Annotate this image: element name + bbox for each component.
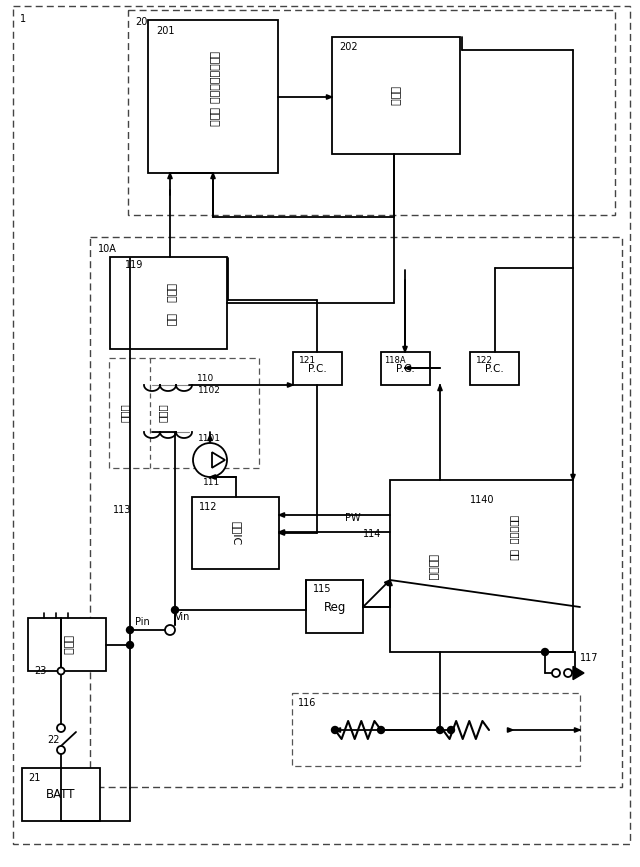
Polygon shape (279, 512, 285, 518)
Circle shape (564, 669, 572, 677)
Text: Pin: Pin (135, 617, 150, 627)
Circle shape (378, 727, 385, 733)
Text: BATT: BATT (46, 788, 76, 801)
Text: 115: 115 (313, 584, 332, 594)
Polygon shape (403, 347, 407, 352)
Circle shape (127, 627, 134, 634)
Text: Vin: Vin (175, 612, 190, 622)
Bar (470, 352, 519, 385)
Text: 110: 110 (197, 374, 214, 382)
Text: 122: 122 (476, 356, 493, 365)
Bar (293, 352, 342, 385)
Circle shape (332, 727, 339, 733)
Polygon shape (279, 530, 285, 534)
Text: Reg: Reg (324, 601, 346, 614)
Polygon shape (168, 173, 172, 179)
Text: 23: 23 (35, 666, 47, 676)
Text: 116: 116 (298, 698, 316, 708)
Polygon shape (385, 580, 390, 585)
Text: PW: PW (345, 513, 360, 523)
Bar (381, 352, 430, 385)
Circle shape (552, 669, 560, 677)
Polygon shape (438, 385, 442, 390)
Circle shape (57, 724, 65, 732)
Polygon shape (208, 435, 212, 440)
Text: P.C.: P.C. (396, 364, 414, 374)
Circle shape (172, 607, 179, 614)
Text: 回路: 回路 (165, 313, 175, 327)
Polygon shape (575, 727, 580, 733)
Text: 112: 112 (199, 502, 218, 512)
Text: 202: 202 (339, 42, 358, 52)
Text: 1: 1 (20, 14, 26, 24)
Text: 1140: 1140 (470, 495, 495, 505)
Text: モリ: モリ (509, 549, 519, 561)
Text: 二次側: 二次側 (165, 283, 175, 303)
Bar (332, 37, 460, 154)
Text: 実行部: 実行部 (208, 107, 218, 127)
Circle shape (127, 642, 134, 649)
Text: 表示部: 表示部 (389, 86, 399, 106)
Polygon shape (573, 667, 584, 680)
Bar (28, 618, 106, 671)
Bar (110, 257, 227, 349)
Text: マイコン: マイコン (427, 554, 437, 580)
Polygon shape (335, 727, 340, 733)
Text: 制御IC: 制御IC (231, 521, 241, 545)
Bar (90, 237, 622, 787)
Polygon shape (211, 173, 215, 179)
Text: 21: 21 (28, 773, 40, 783)
Bar (292, 693, 580, 766)
Text: 不揮発性メ: 不揮発性メ (509, 515, 519, 544)
Text: 118A: 118A (384, 356, 406, 365)
Text: アプリケーション: アプリケーション (208, 50, 218, 103)
Text: 一次側: 一次側 (120, 404, 130, 422)
Bar (109, 358, 259, 468)
Text: 1101: 1101 (198, 434, 221, 442)
Polygon shape (279, 531, 285, 535)
Polygon shape (326, 95, 332, 99)
Text: 二次側: 二次側 (158, 404, 168, 422)
Text: 117: 117 (580, 653, 598, 663)
Text: 分圧器: 分圧器 (62, 635, 72, 655)
Bar (466, 490, 565, 570)
Text: P.C.: P.C. (484, 364, 504, 374)
Bar (306, 580, 363, 633)
Circle shape (58, 668, 65, 675)
Text: P.C.: P.C. (308, 364, 326, 374)
Text: 10A: 10A (98, 244, 117, 254)
Circle shape (447, 727, 454, 733)
Polygon shape (571, 474, 575, 480)
Text: 119: 119 (125, 260, 143, 270)
Bar (192, 497, 279, 569)
Text: 121: 121 (299, 356, 316, 365)
Bar (128, 10, 615, 215)
Text: 111: 111 (203, 478, 220, 487)
Circle shape (165, 625, 175, 635)
Polygon shape (508, 727, 513, 733)
Polygon shape (388, 580, 392, 585)
Text: 114: 114 (363, 529, 381, 539)
Text: 201: 201 (156, 26, 175, 36)
Circle shape (57, 746, 65, 754)
Polygon shape (210, 475, 216, 479)
Bar (390, 480, 573, 652)
Circle shape (436, 727, 444, 733)
Text: 1102: 1102 (198, 386, 221, 394)
Polygon shape (405, 366, 411, 370)
Polygon shape (287, 382, 293, 388)
Polygon shape (212, 453, 225, 468)
Text: 20: 20 (135, 17, 147, 27)
Text: 22: 22 (47, 735, 60, 745)
Bar (22, 768, 100, 821)
Bar (148, 20, 278, 173)
Text: 113: 113 (113, 505, 131, 515)
Circle shape (541, 649, 548, 655)
Circle shape (193, 443, 227, 477)
